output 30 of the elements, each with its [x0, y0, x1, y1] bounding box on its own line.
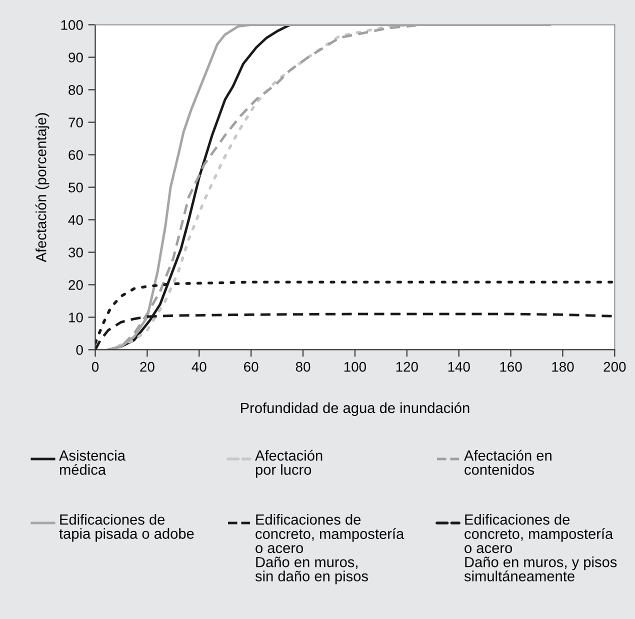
x-tick-label: 40: [192, 362, 206, 372]
x-tick-label: 200: [604, 362, 626, 372]
y-tick-label: 30: [68, 248, 83, 258]
y-tick-label: 100: [61, 20, 83, 30]
legend-label: Edificaciones de concreto, mampostería o acero Daño en muros, sin daño en pisos: [255, 514, 404, 584]
x-tick-label: 80: [296, 362, 310, 372]
y-tick-label: 0: [76, 345, 83, 355]
x-tick-label: 180: [552, 362, 574, 372]
x-tick-label: 160: [500, 362, 522, 372]
legend-label: Edificaciones de concreto, mampostería o acero Daño en muros, y pisos simultáneamente: [464, 514, 617, 582]
y-tick-label: 80: [68, 85, 83, 95]
y-tick-label: 50: [68, 182, 83, 192]
legend-label: Afectación por lucro: [255, 450, 322, 478]
y-tick-label: 10: [69, 312, 83, 322]
x-tick-label: 0: [92, 362, 99, 372]
y-tick-label: 70: [68, 118, 83, 128]
legend-label: Asistencia médica: [59, 450, 126, 475]
y-tick-label: 90: [68, 52, 83, 62]
y-axis-title: Afectación (porcentaje): [35, 113, 50, 262]
legend-label: Afectación en contenidos: [464, 450, 552, 475]
x-tick-label: 100: [344, 362, 366, 372]
y-tick-label: 60: [68, 150, 83, 160]
x-tick-label: 120: [396, 362, 418, 372]
legend-label: Edificaciones de tapia pisada o adobe: [59, 514, 194, 542]
x-tick-label: 140: [448, 362, 470, 372]
y-tick-label: 40: [68, 215, 83, 225]
x-tick-label: 20: [140, 362, 154, 372]
x-axis-title: Profundidad de agua de inundación: [241, 402, 470, 416]
x-tick-label: 60: [244, 362, 258, 372]
y-tick-label: 20: [68, 280, 83, 290]
